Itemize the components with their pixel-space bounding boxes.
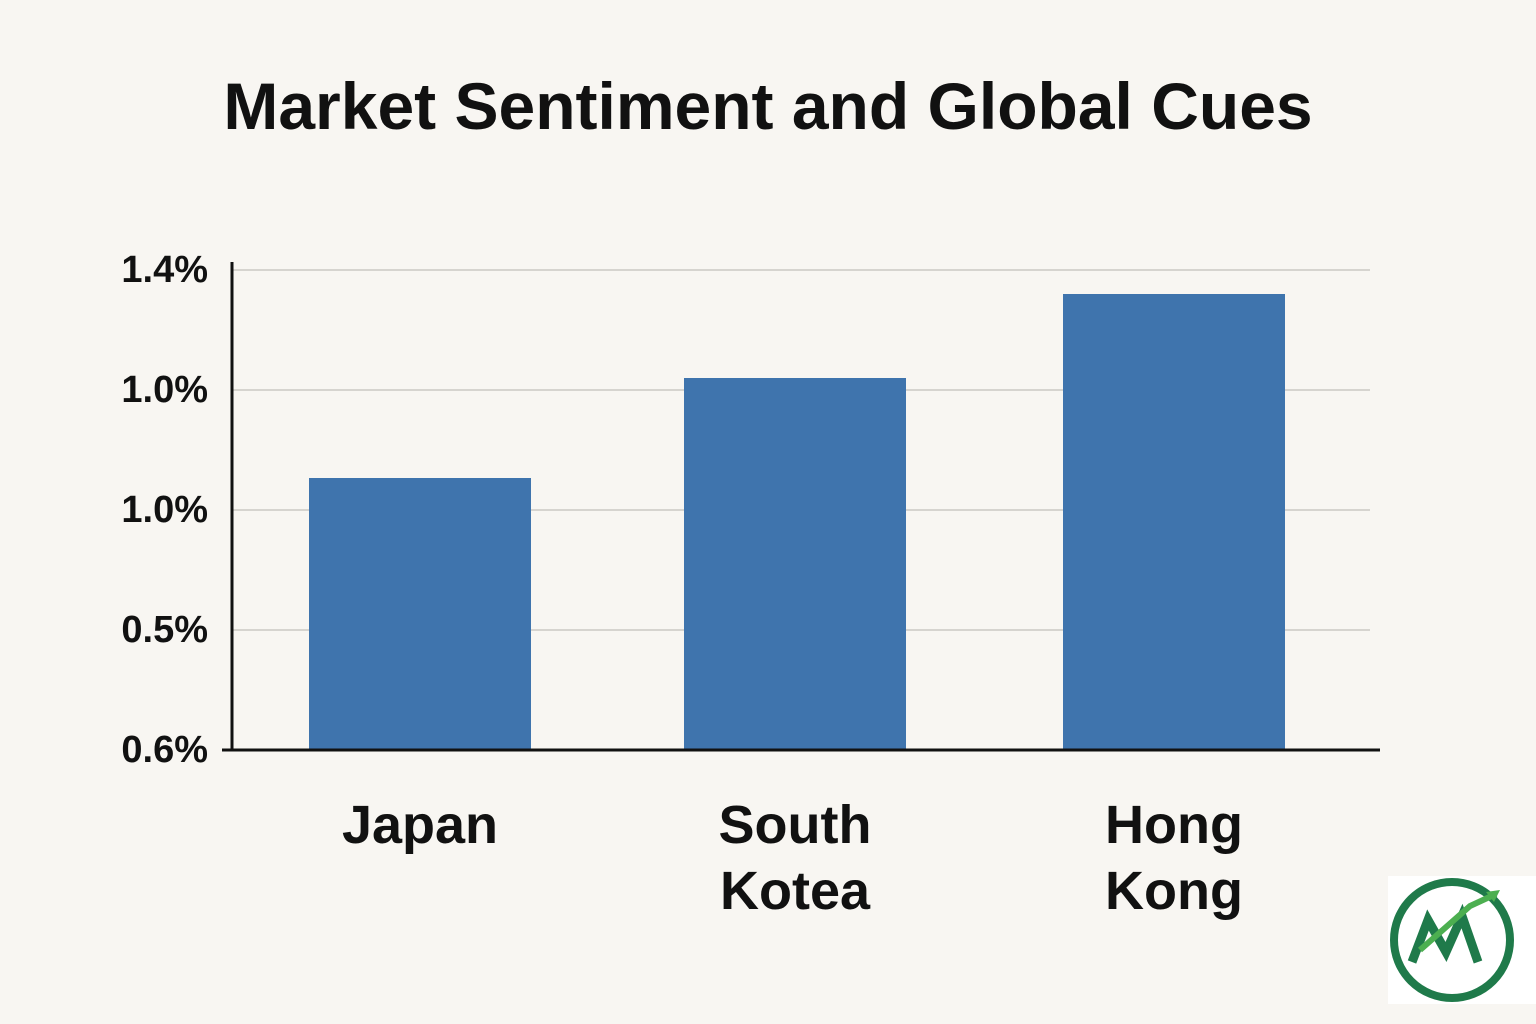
y-tick-label: 0.5% — [121, 609, 208, 651]
x-tick-label: Hong Kong — [1105, 795, 1243, 921]
y-tick-label: 1.4% — [121, 249, 208, 291]
x-tick-label: South Kotea — [718, 795, 872, 921]
y-tick-label: 1.0% — [121, 369, 208, 411]
bar — [1063, 294, 1285, 750]
bar — [309, 478, 531, 750]
y-tick-label: 1.0% — [121, 489, 208, 531]
y-tick-label: 0.6% — [121, 729, 208, 771]
x-tick-label: Japan — [341, 795, 499, 855]
logo — [1388, 876, 1536, 1004]
chart-title: Market Sentiment and Global Cues — [223, 69, 1313, 143]
bar — [684, 378, 906, 750]
